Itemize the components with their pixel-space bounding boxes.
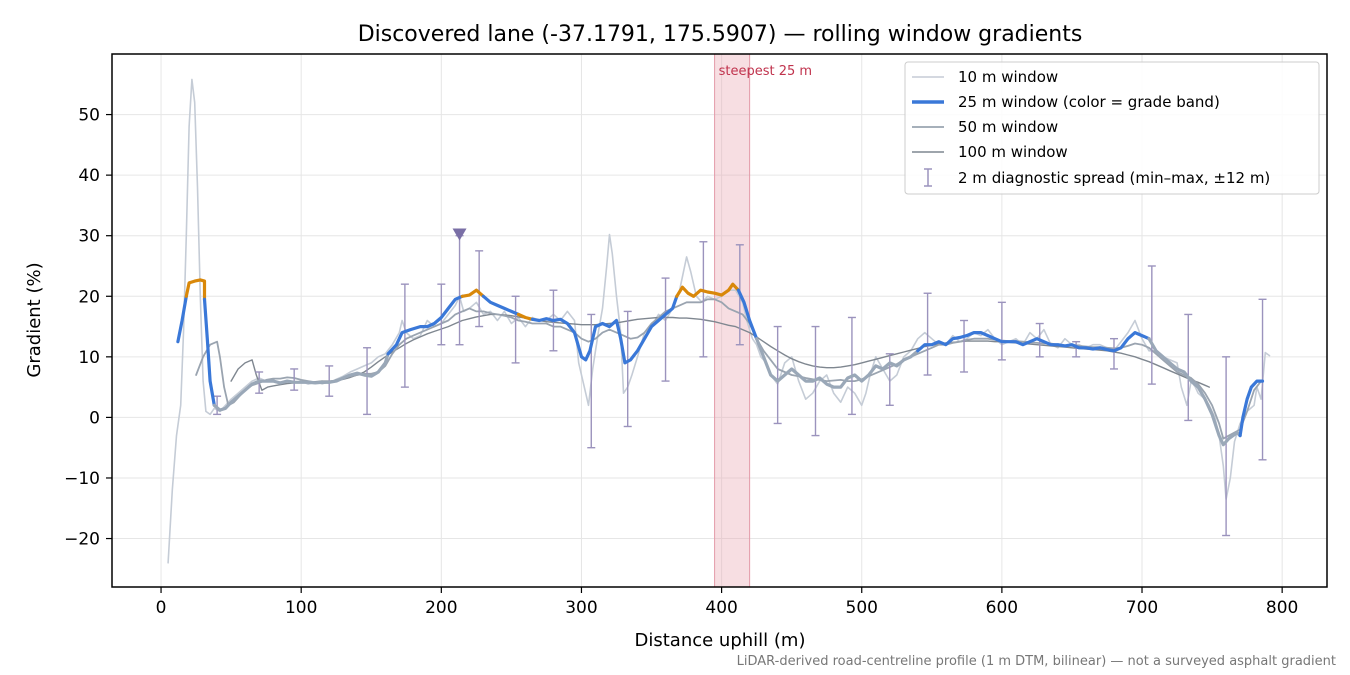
series-w25-segment-orange (184, 278, 207, 301)
y-axis-label: Gradient (%) (24, 262, 45, 377)
series-w25-segment-blue (481, 294, 521, 316)
x-tick-label: 200 (425, 598, 457, 618)
errorbar (1222, 356, 1231, 537)
series-w25-segment-orange (460, 288, 485, 298)
errorbar (923, 292, 932, 376)
x-tick-label: 400 (705, 598, 737, 618)
errorbar (661, 277, 670, 382)
series-w25-segment-orange (675, 282, 741, 298)
x-axis-label: Distance uphill (m) (635, 630, 806, 651)
legend-swatch-errorbar (924, 168, 932, 187)
series-w25-segment-blue (916, 331, 1151, 353)
errorbar (1109, 337, 1118, 370)
x-tick-label: 500 (846, 598, 878, 618)
errorbar (1072, 340, 1081, 358)
steepest-band: steepest 25 m (714, 53, 812, 588)
errorbar (960, 319, 969, 373)
x-tick-label: 0 (156, 598, 167, 618)
x-tick-label: 600 (986, 598, 1018, 618)
y-tick-label: 50 (78, 106, 100, 126)
errorbar (773, 325, 782, 425)
legend-label-w100: 100 m window (958, 143, 1068, 161)
series-w25-segment-gray (1147, 337, 1242, 447)
legend-box (904, 61, 1320, 195)
errorbar (1184, 313, 1193, 422)
series-w25-segment-blue (736, 288, 759, 341)
errorbar (1147, 265, 1156, 385)
errorbar (213, 395, 222, 416)
y-tick-label: −20 (64, 530, 100, 550)
y-tick-label: 10 (78, 348, 100, 368)
errorbar (699, 241, 708, 358)
legend: 10 m window 25 m window (color = grade b… (904, 61, 1320, 195)
y-tick-label: 20 (78, 287, 100, 307)
errorbar (511, 295, 520, 364)
errorbar (623, 310, 632, 428)
errorbar (847, 316, 856, 416)
errorbar (437, 283, 446, 346)
series-w25-segment-orange (516, 312, 535, 321)
y-tick-label: −10 (64, 469, 100, 489)
x-tick-label: 300 (565, 598, 597, 618)
series-w25-segment-blue (1238, 379, 1265, 438)
series-w25-segment-blue (202, 297, 216, 407)
errorbar (997, 301, 1006, 361)
x-tick-label: 100 (285, 598, 317, 618)
legend-label-w50: 50 m window (958, 118, 1058, 136)
steepest-band-rect (714, 53, 751, 588)
plot-data (167, 78, 1271, 564)
errorbar (290, 368, 299, 391)
series-w25-segment-gray (212, 352, 390, 412)
x-tick-label: 800 (1266, 598, 1298, 618)
errorbar (475, 250, 484, 328)
errorbar (400, 283, 409, 388)
plot-frame (111, 53, 1328, 588)
errorbar (363, 347, 372, 416)
grid (112, 54, 1327, 587)
errorbar (455, 235, 464, 346)
series-w25-segment-gray (754, 337, 920, 389)
x-tick-label: 700 (1126, 598, 1158, 618)
axis-ticks: 0 100 200 300 400 500 600 700 800 −20 −10 0 10 20 30 40… (64, 106, 1298, 618)
steepest-band-label: steepest 25 m (719, 64, 812, 79)
legend-label-w10: 10 m window (958, 68, 1058, 86)
footnote: LiDAR-derived road-centreline profile (1… (737, 654, 1336, 669)
legend-label-w25: 25 m window (color = grade band) (958, 93, 1220, 111)
y-tick-label: 0 (89, 408, 100, 428)
series-w25-segment-blue (176, 294, 188, 344)
chart-title: Discovered lane (-37.1791, 175.5907) — r… (358, 22, 1083, 47)
series-w25-segment-blue (386, 294, 464, 356)
series-w25-segment-blue (530, 294, 679, 365)
legend-label-errorbar: 2 m diagnostic spread (min–max, ±12 m) (958, 169, 1270, 187)
y-tick-label: 30 (78, 227, 100, 247)
errorbar (587, 313, 596, 449)
peak-marker (452, 228, 467, 241)
y-tick-label: 40 (78, 166, 100, 186)
